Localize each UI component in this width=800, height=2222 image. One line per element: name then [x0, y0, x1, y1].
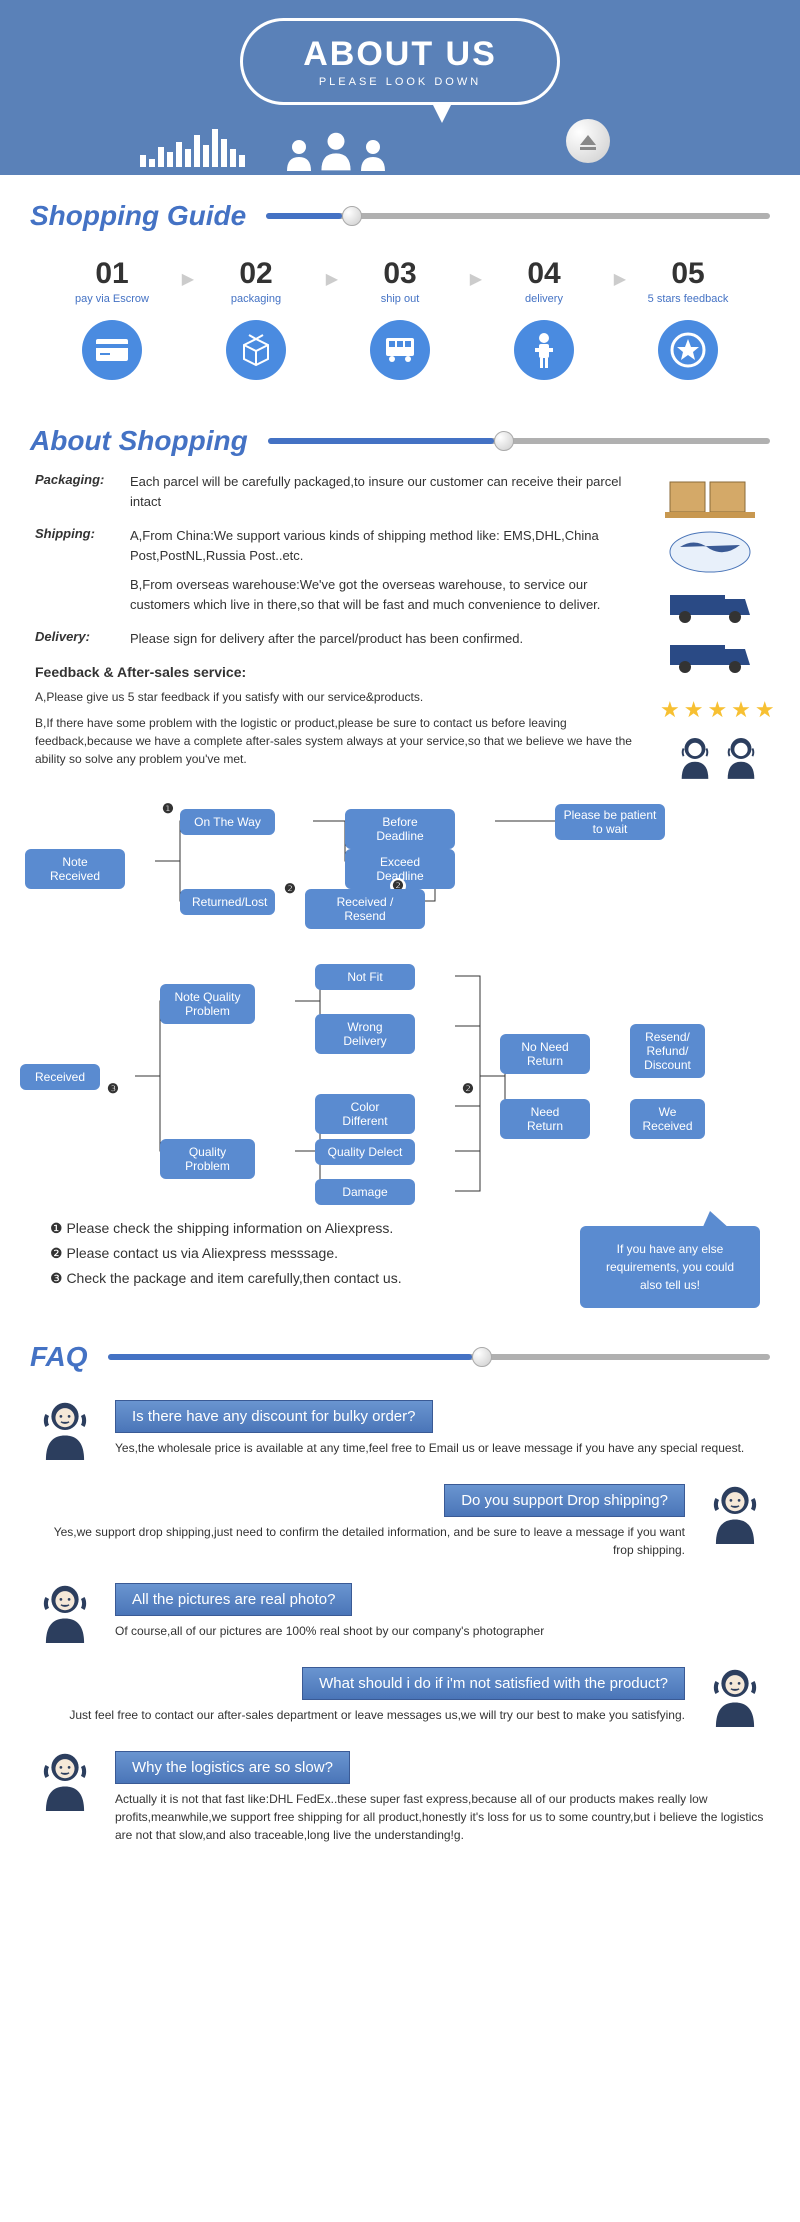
- shipping-text-b: B,From overseas warehouse:We've got the …: [130, 575, 635, 614]
- support-avatar-icon: [35, 1751, 95, 1811]
- support-avatar-icon: [705, 1667, 765, 1727]
- faq-answer: Yes,we support drop shipping,just need t…: [35, 1523, 685, 1559]
- fc-node: Wrong Delivery: [315, 1014, 415, 1054]
- fc-node: Color Different: [315, 1094, 415, 1134]
- shipping-label: Shipping:: [35, 526, 130, 614]
- fc-node: Damage: [315, 1179, 415, 1205]
- faq-item: What should i do if i'm not satisfied wi…: [0, 1655, 800, 1739]
- speech-bubble: ABOUT US PLEASE LOOK DOWN: [240, 18, 560, 105]
- star-icon: [658, 320, 718, 380]
- boxes-icon: [660, 472, 760, 522]
- fc-node: Returned/Lost: [180, 889, 275, 915]
- step-num: 01: [40, 257, 184, 291]
- faq-question: What should i do if i'm not satisfied wi…: [302, 1667, 685, 1700]
- about-content: Packaging: Each parcel will be carefully…: [0, 472, 800, 796]
- section-about-shopping: About Shopping: [0, 400, 800, 472]
- callout-bubble: If you have any else requirements, you c…: [580, 1226, 760, 1308]
- fc-node: On The Way: [180, 809, 275, 835]
- faq-item: Why the logistics are so slow? Actually i…: [0, 1739, 800, 1856]
- faq-answer: Yes,the wholesale price is available at …: [115, 1439, 765, 1457]
- feedback-a: A,Please give us 5 star feedback if you …: [35, 688, 765, 706]
- step-label: delivery: [472, 293, 616, 305]
- flowchart-received: Received ❸ Note Quality Problem Quality …: [0, 956, 800, 1206]
- fc-node: No Need Return: [500, 1034, 590, 1074]
- feedback-title: Feedback & After-sales service:: [35, 664, 765, 680]
- van-icon: [660, 637, 760, 677]
- step-num: 05: [616, 257, 760, 291]
- step-label: ship out: [328, 293, 472, 305]
- support-people-icon: [660, 737, 760, 779]
- faq-answer: Just feel free to contact our after-sale…: [35, 1706, 685, 1724]
- five-stars-icon: ★★★★★: [660, 697, 760, 723]
- slider-track: [108, 1354, 770, 1360]
- slider-track: [266, 213, 770, 219]
- faq-item: Do you support Drop shipping? Yes,we supp…: [0, 1472, 800, 1571]
- section-title: About Shopping: [30, 425, 248, 457]
- fc-node: Need Return: [500, 1099, 590, 1139]
- faq-list: Is there have any discount for bulky ord…: [0, 1388, 800, 1856]
- van-icon: [660, 587, 760, 627]
- header-banner: ABOUT US PLEASE LOOK DOWN: [0, 0, 800, 175]
- fc-node: Please be patient to wait: [555, 804, 665, 840]
- step-num: 02: [184, 257, 328, 291]
- delivery-label: Delivery:: [35, 629, 130, 649]
- faq-item: Is there have any discount for bulky ord…: [0, 1388, 800, 1472]
- fc-node: Resend/ Refund/ Discount: [630, 1024, 705, 1078]
- equalizer-icon: [140, 129, 245, 167]
- person-icon: [514, 320, 574, 380]
- shipping-text-a: A,From China:We support various kinds of…: [130, 526, 635, 565]
- step-num: 03: [328, 257, 472, 291]
- step-num: 04: [472, 257, 616, 291]
- steps-row: 01pay via Escrow▶ 02packaging▶ 03ship ou…: [0, 247, 800, 310]
- header-subtitle: PLEASE LOOK DOWN: [273, 76, 527, 88]
- faq-question: Do you support Drop shipping?: [444, 1484, 685, 1517]
- faq-question: Is there have any discount for bulky ord…: [115, 1400, 433, 1433]
- section-faq: FAQ: [0, 1316, 800, 1388]
- fc-node: Quality Delect: [315, 1139, 415, 1165]
- faq-item: All the pictures are real photo? Of cours…: [0, 1571, 800, 1655]
- step-icons-row: [0, 310, 800, 400]
- flowchart-logistics: Note Received ❶ On The Way Returned/Lost…: [0, 796, 800, 956]
- section-shopping-guide: Shopping Guide: [0, 175, 800, 247]
- fc-node: Received: [20, 1064, 100, 1090]
- faq-answer: Of course,all of our pictures are 100% r…: [115, 1622, 765, 1640]
- step-label: pay via Escrow: [40, 293, 184, 305]
- fc-node: Not Fit: [315, 964, 415, 990]
- header-title: ABOUT US: [273, 35, 527, 74]
- fc-node: We Received: [630, 1099, 705, 1139]
- faq-answer: Actually it is not that fast like:DHL Fe…: [115, 1790, 765, 1844]
- section-title: FAQ: [30, 1341, 88, 1373]
- box-icon: [226, 320, 286, 380]
- people-icon: [285, 131, 387, 171]
- bus-icon: [370, 320, 430, 380]
- support-avatar-icon: [705, 1484, 765, 1544]
- faq-question: All the pictures are real photo?: [115, 1583, 352, 1616]
- fc-node: Note Received: [25, 849, 125, 889]
- card-icon: [82, 320, 142, 380]
- step-label: packaging: [184, 293, 328, 305]
- packaging-label: Packaging:: [35, 472, 130, 511]
- section-title: Shopping Guide: [30, 200, 246, 232]
- fc-node: Before Deadline: [345, 809, 455, 849]
- eject-button-icon: [566, 119, 610, 163]
- step-label: 5 stars feedback: [616, 293, 760, 305]
- support-avatar-icon: [35, 1400, 95, 1460]
- slider-track: [268, 438, 770, 444]
- fc-node: Note Quality Problem: [160, 984, 255, 1024]
- faq-question: Why the logistics are so slow?: [115, 1751, 350, 1784]
- fc-node: Received / Resend: [305, 889, 425, 929]
- support-avatar-icon: [35, 1583, 95, 1643]
- fc-node: Quality Problem: [160, 1139, 255, 1179]
- globe-icon: [660, 527, 760, 577]
- feedback-b: B,If there have some problem with the lo…: [35, 714, 765, 768]
